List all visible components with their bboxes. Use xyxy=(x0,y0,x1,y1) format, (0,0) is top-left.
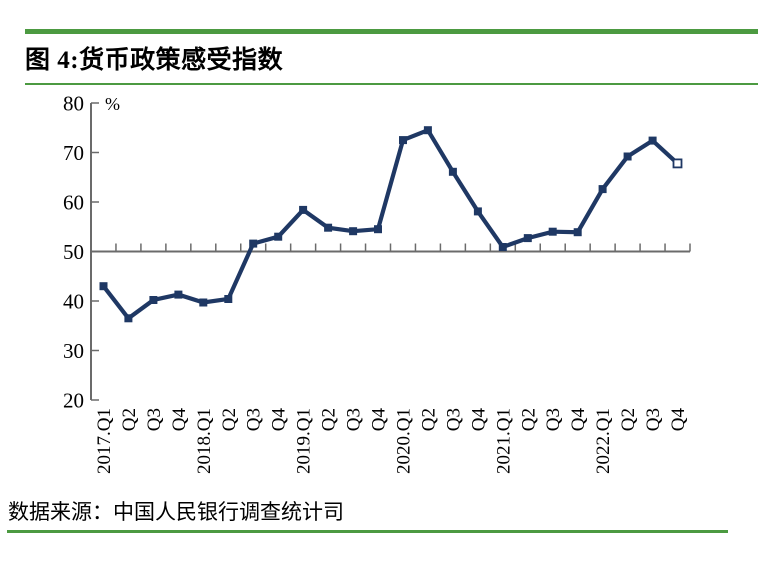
data-point-marker xyxy=(448,167,457,176)
data-point-marker xyxy=(573,228,582,237)
data-point-marker xyxy=(249,239,258,248)
y-tick-label: 50 xyxy=(63,240,84,264)
x-tick-label: 2018.Q1 xyxy=(194,408,215,474)
x-axis-labels: 2017.Q1 Q2 Q3 Q4 2018.Q1 Q2 Q3 Q4 2019.Q1 Q2 Q3 Q4 2… xyxy=(94,408,689,474)
data-point-marker xyxy=(648,136,657,145)
x-tick-label: Q2 xyxy=(518,408,539,431)
data-point-marker xyxy=(423,126,432,135)
data-point-marker xyxy=(274,232,283,241)
x-tick-label: 2022.Q1 xyxy=(593,408,614,474)
data-point-marker xyxy=(324,223,333,232)
top-rule xyxy=(25,29,758,34)
data-point-marker xyxy=(199,298,208,307)
y-axis-labels: 20 30 40 50 60 70 80% xyxy=(63,92,120,413)
x-tick-label: Q3 xyxy=(144,408,165,431)
data-point-marker xyxy=(149,296,158,304)
y-tick-label: 70 xyxy=(63,141,84,165)
y-tick-label: 20 xyxy=(63,389,84,413)
x-tick-label: Q4 xyxy=(568,408,589,432)
x-tick-label: 2021.Q1 xyxy=(493,408,514,474)
data-point-marker xyxy=(598,185,607,194)
data-point-marker xyxy=(672,158,683,169)
x-tick-label: 2017.Q1 xyxy=(94,408,115,474)
x-tick-label: Q4 xyxy=(169,408,190,432)
x-tick-label: Q2 xyxy=(319,408,340,431)
data-point-marker xyxy=(399,136,407,145)
x-tick-label: Q4 xyxy=(668,408,689,432)
index-line xyxy=(101,127,679,322)
x-tick-label: 2019.Q1 xyxy=(294,408,315,474)
data-point-marker xyxy=(224,295,233,303)
data-point-marker xyxy=(473,207,482,216)
data-point-marker xyxy=(374,225,382,234)
figure-title: 图 4:货币政策感受指数 xyxy=(25,47,284,74)
bottom-rule xyxy=(7,530,728,533)
y-tick-label: 40 xyxy=(63,290,84,314)
axes xyxy=(90,102,691,401)
x-tick-label: Q4 xyxy=(369,408,390,432)
x-tick-label: Q3 xyxy=(244,408,265,431)
data-markers xyxy=(99,126,683,323)
x-tick-label: Q2 xyxy=(618,408,639,431)
data-point-marker xyxy=(124,314,133,323)
data-point-marker xyxy=(299,205,308,214)
x-tick-label: Q4 xyxy=(468,408,489,432)
title-underline-rule xyxy=(25,83,758,85)
data-point-marker xyxy=(498,243,507,251)
x-tick-label: Q3 xyxy=(443,408,464,431)
y-axis-unit-label: % xyxy=(105,94,120,114)
x-tick-label: Q2 xyxy=(418,408,439,431)
data-point-marker xyxy=(99,282,108,291)
y-tick-label: 30 xyxy=(63,339,84,363)
data-point-marker xyxy=(349,227,358,236)
y-tick-label: 60 xyxy=(63,191,84,215)
source-note: 数据来源：中国人民银行调查统计司 xyxy=(8,500,344,524)
data-point-marker xyxy=(623,152,632,161)
data-point-marker xyxy=(174,290,183,299)
x-tick-label: Q4 xyxy=(269,408,290,432)
x-tick-label: Q2 xyxy=(219,408,240,431)
x-tick-label: Q2 xyxy=(119,408,140,431)
x-tick-label: 2020.Q1 xyxy=(394,408,415,474)
y-tick-label: 80 xyxy=(63,92,84,116)
x-tick-label: Q3 xyxy=(344,408,365,431)
x-tick-label: Q3 xyxy=(543,408,564,431)
series-line xyxy=(101,127,679,322)
x-tick-label: Q3 xyxy=(643,408,664,431)
data-point-marker xyxy=(523,234,532,243)
data-point-marker xyxy=(548,227,557,236)
